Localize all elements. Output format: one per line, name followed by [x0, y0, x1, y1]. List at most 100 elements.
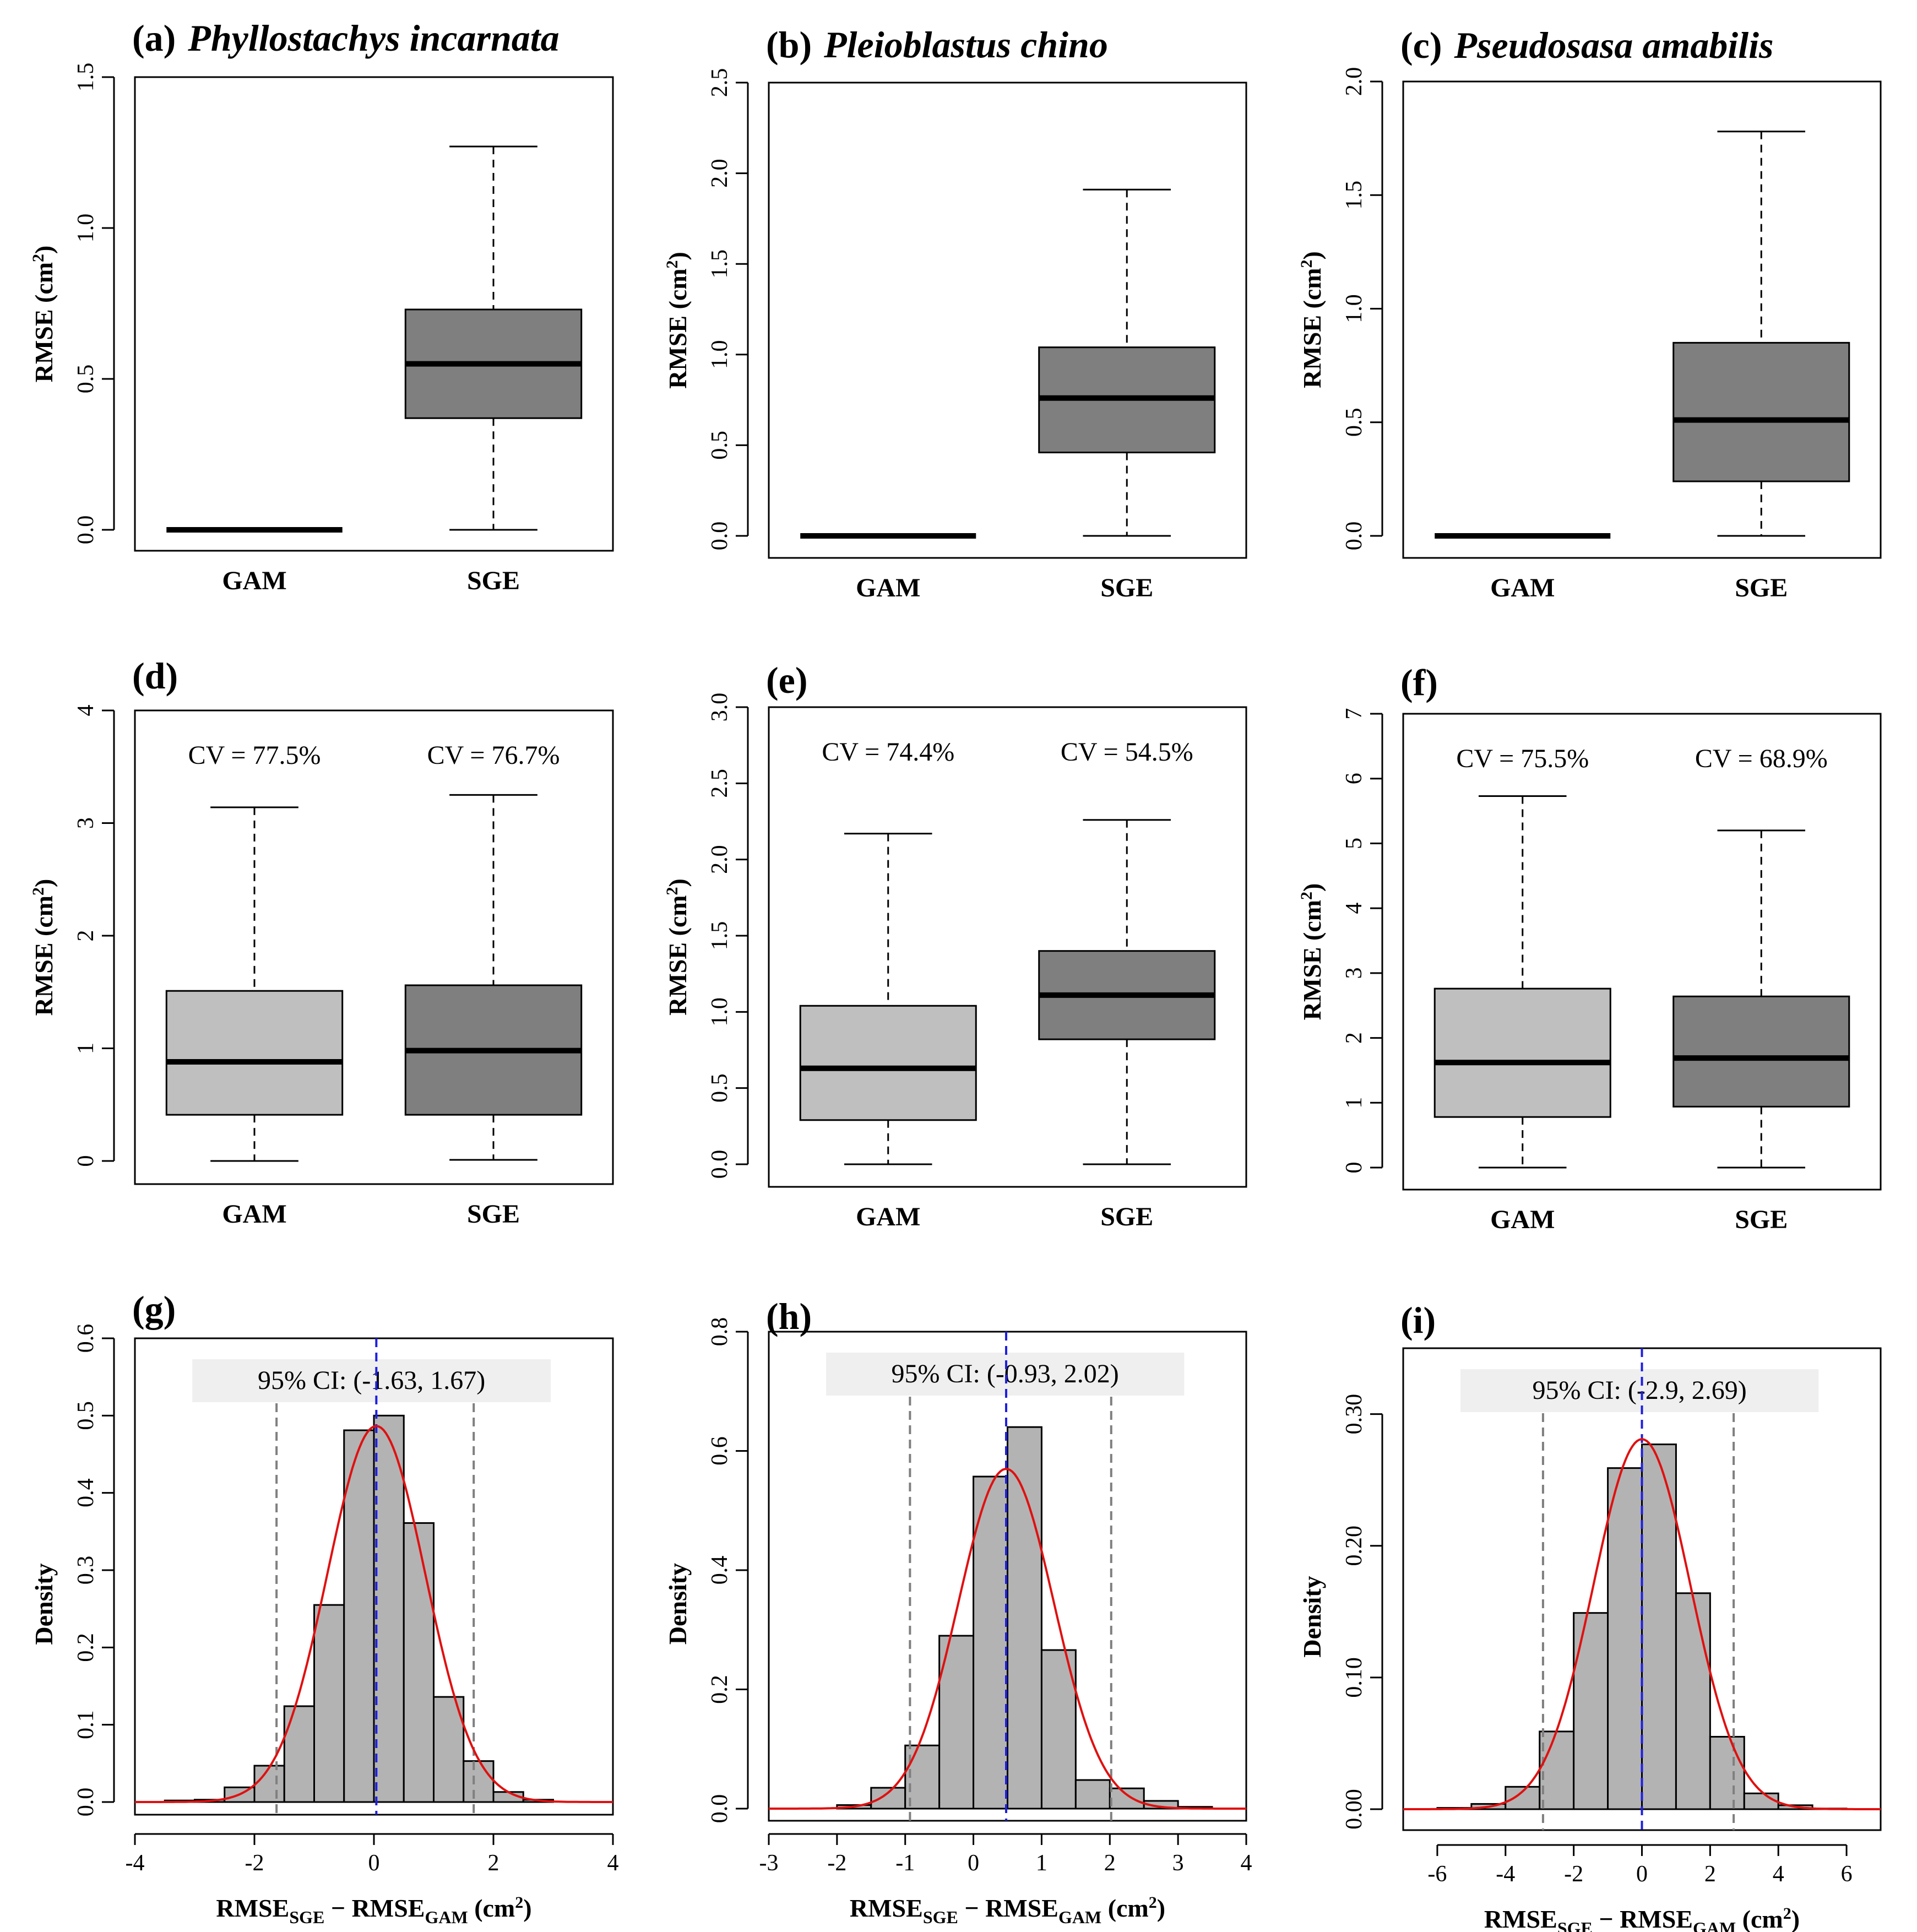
panel-label: (d): [132, 655, 178, 697]
x-tick-label: -2: [1564, 1862, 1583, 1887]
y-axis-label-sup: 2: [663, 887, 681, 895]
y-axis-label-sup: 2: [663, 260, 681, 268]
y-tick-label: 1.0: [707, 997, 732, 1027]
y-tick-label: 0.5: [73, 365, 99, 394]
x-axis-label-mid: − RMSE: [324, 1894, 425, 1922]
category-label: GAM: [1490, 1205, 1555, 1234]
histogram-bar: [1607, 1467, 1643, 1810]
y-tick-label: 1.5: [1342, 181, 1367, 210]
cv-label: CV = 75.5%: [1456, 744, 1589, 773]
normal-curve: [135, 1425, 613, 1803]
panel-a: (a) Phyllostachys incarnata 0.0 0.5 1.0 1.5 RM…: [29, 17, 614, 595]
y-tick-label: 0.1: [73, 1710, 99, 1739]
y-tick-label: 2: [1342, 1032, 1367, 1044]
panel-title: (b) Pleioblastus chino: [766, 24, 1108, 66]
x-axis-label-tail: (cm: [1736, 1905, 1783, 1932]
y-axis-label-main: RMSE (cm: [30, 262, 58, 382]
ci-label: 95% CI: (-2.9, 2.69): [1533, 1376, 1747, 1405]
y-axis-label-sup: 2: [29, 887, 47, 896]
y-tick-label: 2.5: [707, 769, 732, 798]
box-sge: [1672, 131, 1850, 537]
histogram-bar: [433, 1696, 465, 1803]
x-tick-label: 0: [968, 1850, 979, 1876]
panel-title: (d): [132, 655, 178, 697]
x-axis-label: RMSESGE − RMSEGAM (cm2): [850, 1893, 1165, 1927]
x-axis-label-s1: SGE: [289, 1907, 324, 1927]
category-label: GAM: [856, 573, 920, 603]
plot-frame: [1402, 713, 1882, 1191]
panel-label: (i): [1400, 1299, 1436, 1341]
category-label: GAM: [222, 1200, 286, 1229]
category-label: SGE: [467, 1200, 520, 1229]
y-tick-label: 0.5: [73, 1401, 99, 1430]
box-sge: [1038, 188, 1216, 537]
histogram-bar: [373, 1414, 405, 1803]
box-body: [1672, 995, 1850, 1108]
y-tick-label: 1.5: [707, 249, 732, 279]
y-tick-label: 1.0: [73, 214, 99, 243]
histogram-bar: [973, 1475, 1008, 1810]
plot-frame: [134, 76, 614, 552]
y-tick-label: 2.0: [1342, 67, 1367, 96]
x-axis-label-s1: SGE: [923, 1907, 958, 1927]
y-axis-label-main: RMSE (cm: [1298, 900, 1326, 1020]
x-tick-label: 2: [488, 1850, 499, 1876]
y-tick-label: 1.0: [1342, 294, 1367, 323]
plot-frame: [1402, 80, 1882, 559]
histogram-bar: [1074, 1779, 1111, 1810]
y-tick-label: 4: [1342, 903, 1367, 914]
ci-label-bg: [192, 1359, 551, 1402]
box-sge: [404, 145, 583, 531]
x-tick-label: 1: [1036, 1850, 1047, 1876]
panel-title: (f): [1400, 661, 1438, 703]
histogram-bar: [463, 1760, 495, 1803]
y-tick-label: 0: [73, 1155, 99, 1167]
y-tick-label: 2.5: [707, 68, 732, 97]
x-axis-label-s2: GAM: [1058, 1907, 1101, 1927]
y-tick-label: 4: [73, 705, 99, 717]
box-sge: [404, 794, 583, 1161]
box-body: [1672, 341, 1850, 482]
species-name: Pseudosasa amabilis: [1453, 24, 1773, 66]
histogram-bar: [1573, 1612, 1609, 1810]
histogram-bar: [938, 1635, 975, 1810]
x-tick-label: 4: [1241, 1850, 1252, 1876]
y-axis-label-main: RMSE (cm: [664, 895, 692, 1015]
box-gam: [165, 806, 344, 1162]
category-label: SGE: [1735, 1205, 1788, 1234]
panel-label: (e): [766, 659, 807, 701]
x-tick-label: 6: [1841, 1862, 1853, 1887]
x-axis-label-sup: 2: [515, 1893, 523, 1912]
y-tick-label: 0.0: [707, 1794, 732, 1824]
y-tick-label: 0.30: [1342, 1394, 1367, 1435]
x-axis-label-tail: (cm: [1101, 1894, 1149, 1922]
panel-e: (e) 0.0 0.5 1.0 1.5 2.0 2.5 3.0 RMSE (cm2) GAM CV …: [663, 659, 1247, 1231]
y-tick-label: 0.0: [707, 522, 732, 551]
x-axis-label-tail: (cm: [468, 1894, 515, 1922]
box-sge: [1038, 819, 1216, 1165]
y-tick-label: 1.0: [707, 340, 732, 370]
panel-title: (c) Pseudosasa amabilis: [1400, 24, 1773, 66]
box-sge: [1672, 829, 1850, 1169]
y-axis-label: RMSE (cm2): [663, 878, 692, 1016]
y-tick-label: 0.5: [707, 1073, 732, 1103]
y-axis-label: Density: [30, 1563, 58, 1645]
panel-title: (a) Phyllostachys incarnata: [132, 17, 560, 59]
x-tick-label: 3: [1172, 1850, 1184, 1876]
y-tick-label: 5: [1342, 838, 1367, 849]
panel-label: (c): [1400, 24, 1442, 66]
cv-label: CV = 74.4%: [822, 737, 954, 767]
y-axis-label: RMSE (cm2): [29, 879, 58, 1016]
x-axis-label-a: RMSE: [850, 1894, 923, 1922]
x-tick-label: -1: [895, 1850, 915, 1876]
y-axis-label-close: ): [664, 252, 692, 260]
y-axis-label: RMSE (cm2): [29, 246, 58, 383]
x-axis-label-close: ): [523, 1894, 531, 1922]
cv-label: CV = 77.5%: [188, 741, 321, 770]
y-tick-label: 0.0: [73, 515, 99, 545]
y-tick-label: 0.4: [707, 1556, 732, 1585]
y-axis-label-sup: 2: [1297, 259, 1316, 268]
y-axis-label-sup: 2: [29, 254, 47, 262]
y-axis-label: RMSE (cm2): [663, 252, 692, 389]
